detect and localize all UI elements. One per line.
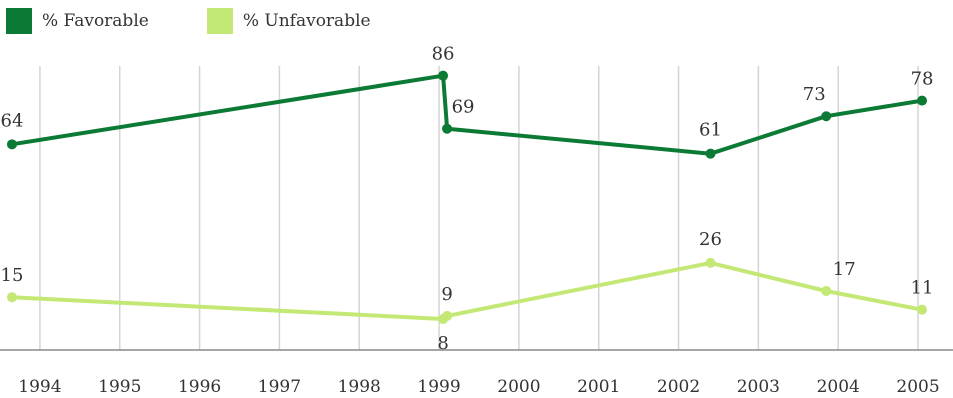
legend-item-favorable: % Favorable — [6, 8, 149, 34]
data-label-favorable-3: 61 — [699, 120, 722, 141]
series-line-unfavorable — [10, 260, 924, 321]
data-label-favorable-4: 73 — [803, 84, 826, 105]
data-point-favorable-5 — [917, 95, 928, 106]
x-tick-label-1997: 1997 — [258, 377, 301, 397]
data-label-favorable-2: 69 — [452, 97, 475, 118]
data-point-favorable-3 — [705, 148, 716, 159]
x-tick-label-2002: 2002 — [657, 377, 700, 397]
data-point-favorable-1 — [438, 70, 449, 81]
x-tick-label-2003: 2003 — [737, 377, 780, 397]
data-label-favorable-1: 86 — [432, 44, 455, 65]
data-point-unfavorable-0 — [6, 292, 17, 303]
data-point-favorable-2 — [442, 123, 453, 134]
data-label-unfavorable-4: 17 — [833, 259, 856, 280]
legend-swatch-favorable — [6, 8, 32, 34]
data-point-unfavorable-2 — [442, 310, 453, 321]
legend-label-unfavorable: % Unfavorable — [242, 11, 371, 31]
data-label-favorable-0: 64 — [1, 110, 24, 131]
x-tick-label-1996: 1996 — [178, 377, 221, 397]
data-point-unfavorable-3 — [705, 257, 716, 268]
data-label-favorable-5: 78 — [911, 69, 934, 90]
data-label-unfavorable-1: 8 — [437, 333, 448, 354]
series-line-favorable — [10, 73, 924, 156]
x-tick-label-2000: 2000 — [497, 377, 540, 397]
x-tick-label-2005: 2005 — [896, 377, 939, 397]
legend-label-favorable: % Favorable — [42, 11, 149, 31]
x-tick-label-1995: 1995 — [98, 377, 141, 397]
legend-swatch-unfavorable — [206, 8, 233, 34]
data-label-unfavorable-5: 11 — [911, 278, 934, 299]
data-point-favorable-0 — [6, 139, 17, 150]
data-point-favorable-4 — [821, 111, 832, 122]
legend: % Favorable % Unfavorable — [6, 8, 429, 34]
data-point-unfavorable-4 — [821, 285, 832, 296]
x-tick-label-1999: 1999 — [417, 377, 460, 397]
x-tick-label-2001: 2001 — [577, 377, 620, 397]
x-tick-label-1998: 1998 — [338, 377, 381, 397]
x-tick-label-2004: 2004 — [817, 377, 860, 397]
legend-item-unfavorable: % Unfavorable — [206, 8, 371, 34]
data-label-unfavorable-3: 26 — [699, 229, 722, 250]
data-label-unfavorable-2: 9 — [441, 284, 452, 305]
data-point-unfavorable-5 — [917, 304, 928, 315]
data-label-unfavorable-0: 15 — [1, 265, 24, 286]
x-tick-label-1994: 1994 — [18, 377, 61, 397]
